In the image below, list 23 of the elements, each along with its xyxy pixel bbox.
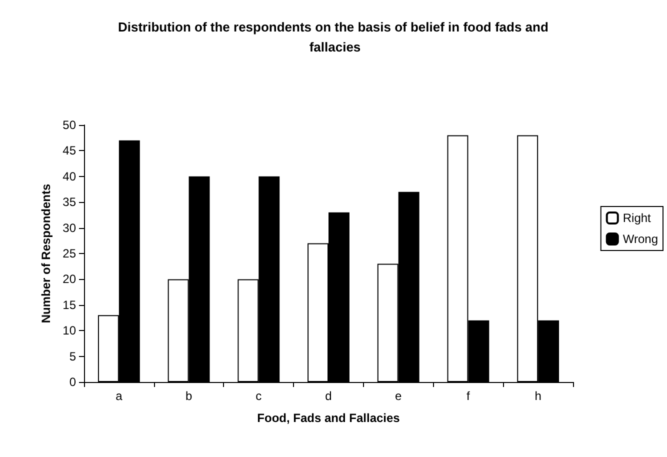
legend-label: Wrong [622,232,658,246]
chart-title: Distribution of the respondents on the basis of belief in food fads and fallacies [118,20,552,54]
x-tick-label: c [256,389,262,403]
y-tick-label: 0 [69,375,76,389]
y-tick-label: 40 [62,169,76,184]
y-tick-label: 50 [62,118,76,132]
y-tick-label: 20 [62,272,76,286]
y-tick-label: 30 [62,220,76,235]
y-tick-label: 35 [62,195,76,210]
y-tick-label: 25 [62,246,76,260]
x-tick-label: b [185,389,192,403]
y-tick-label: 45 [62,144,76,158]
x-tick-label: h [534,389,542,403]
x-axis-title: Food, Fads and Fallacies [257,411,400,425]
y-tick-label: 5 [69,349,76,364]
x-tick-label: e [395,389,402,403]
x-tick-label: f [466,389,471,403]
y-tick-label: 10 [62,324,76,338]
legend-label: Right [622,211,652,225]
x-tick-label: d [325,389,332,403]
y-tick-label: 15 [62,298,76,312]
x-tick-label: a [116,389,123,403]
y-axis-title: Number of Respondents [38,184,53,324]
